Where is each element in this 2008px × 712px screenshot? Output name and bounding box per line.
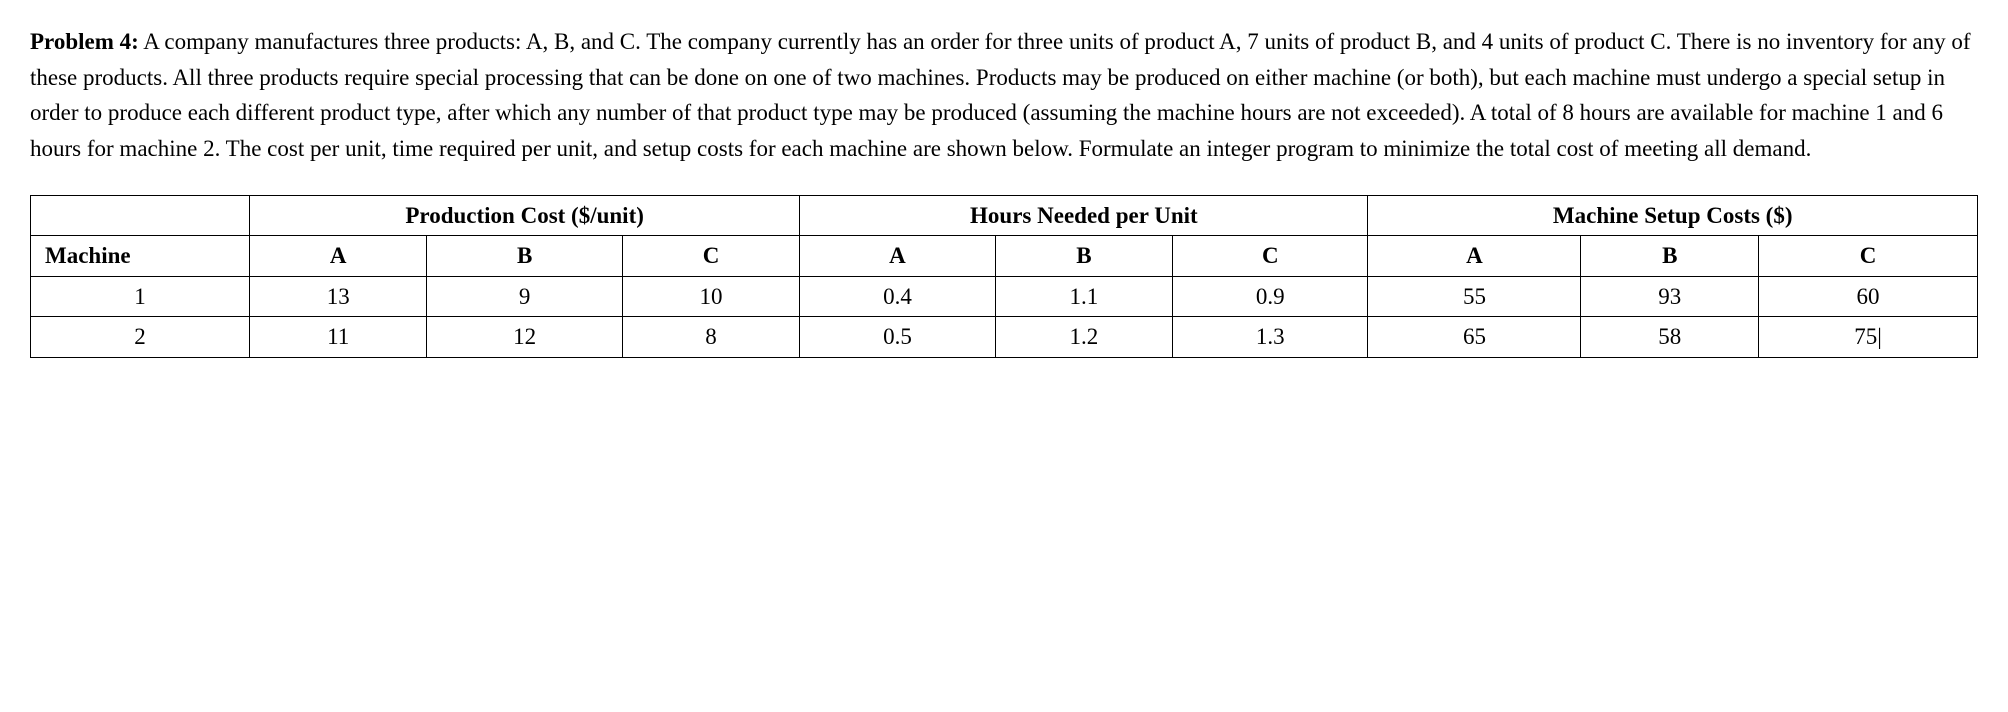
- data-cell: 9: [427, 276, 622, 317]
- machine-header: Machine: [31, 236, 250, 277]
- problem-paragraph: Problem 4: A company manufactures three …: [30, 24, 1978, 167]
- col-header: A: [249, 236, 427, 277]
- data-cell: 75|: [1759, 317, 1978, 358]
- data-cell: 55: [1368, 276, 1581, 317]
- data-cell: 1.3: [1173, 317, 1368, 358]
- col-header: C: [622, 236, 800, 277]
- col-header: A: [1368, 236, 1581, 277]
- group-header-production-cost: Production Cost ($/unit): [249, 195, 799, 236]
- data-cell: 13: [249, 276, 427, 317]
- table-body: 1 13 9 10 0.4 1.1 0.9 55 93 60 2 11 12 8…: [31, 276, 1978, 357]
- machine-cell: 2: [31, 317, 250, 358]
- group-header-hours-needed: Hours Needed per Unit: [800, 195, 1368, 236]
- data-cell: 0.5: [800, 317, 995, 358]
- data-cell: 12: [427, 317, 622, 358]
- data-cell: 0.9: [1173, 276, 1368, 317]
- table-row: 2 11 12 8 0.5 1.2 1.3 65 58 75|: [31, 317, 1978, 358]
- col-header: B: [995, 236, 1173, 277]
- col-header: B: [1581, 236, 1759, 277]
- data-cell: 10: [622, 276, 800, 317]
- data-cell: 1.2: [995, 317, 1173, 358]
- group-header-row: Production Cost ($/unit) Hours Needed pe…: [31, 195, 1978, 236]
- col-header: C: [1173, 236, 1368, 277]
- blank-corner: [31, 195, 250, 236]
- col-header: A: [800, 236, 995, 277]
- data-cell: 8: [622, 317, 800, 358]
- col-header: C: [1759, 236, 1978, 277]
- data-cell: 60: [1759, 276, 1978, 317]
- col-header-row: Machine A B C A B C A B C: [31, 236, 1978, 277]
- col-header: B: [427, 236, 622, 277]
- data-cell: 93: [1581, 276, 1759, 317]
- data-cell: 58: [1581, 317, 1759, 358]
- problem-label: Problem 4:: [30, 29, 139, 54]
- table-row: 1 13 9 10 0.4 1.1 0.9 55 93 60: [31, 276, 1978, 317]
- data-table: Production Cost ($/unit) Hours Needed pe…: [30, 195, 1978, 359]
- data-cell: 0.4: [800, 276, 995, 317]
- data-cell: 11: [249, 317, 427, 358]
- problem-body: A company manufactures three products: A…: [30, 29, 1971, 161]
- table-head: Production Cost ($/unit) Hours Needed pe…: [31, 195, 1978, 276]
- data-cell: 1.1: [995, 276, 1173, 317]
- group-header-setup-costs: Machine Setup Costs ($): [1368, 195, 1978, 236]
- data-cell: 65: [1368, 317, 1581, 358]
- machine-cell: 1: [31, 276, 250, 317]
